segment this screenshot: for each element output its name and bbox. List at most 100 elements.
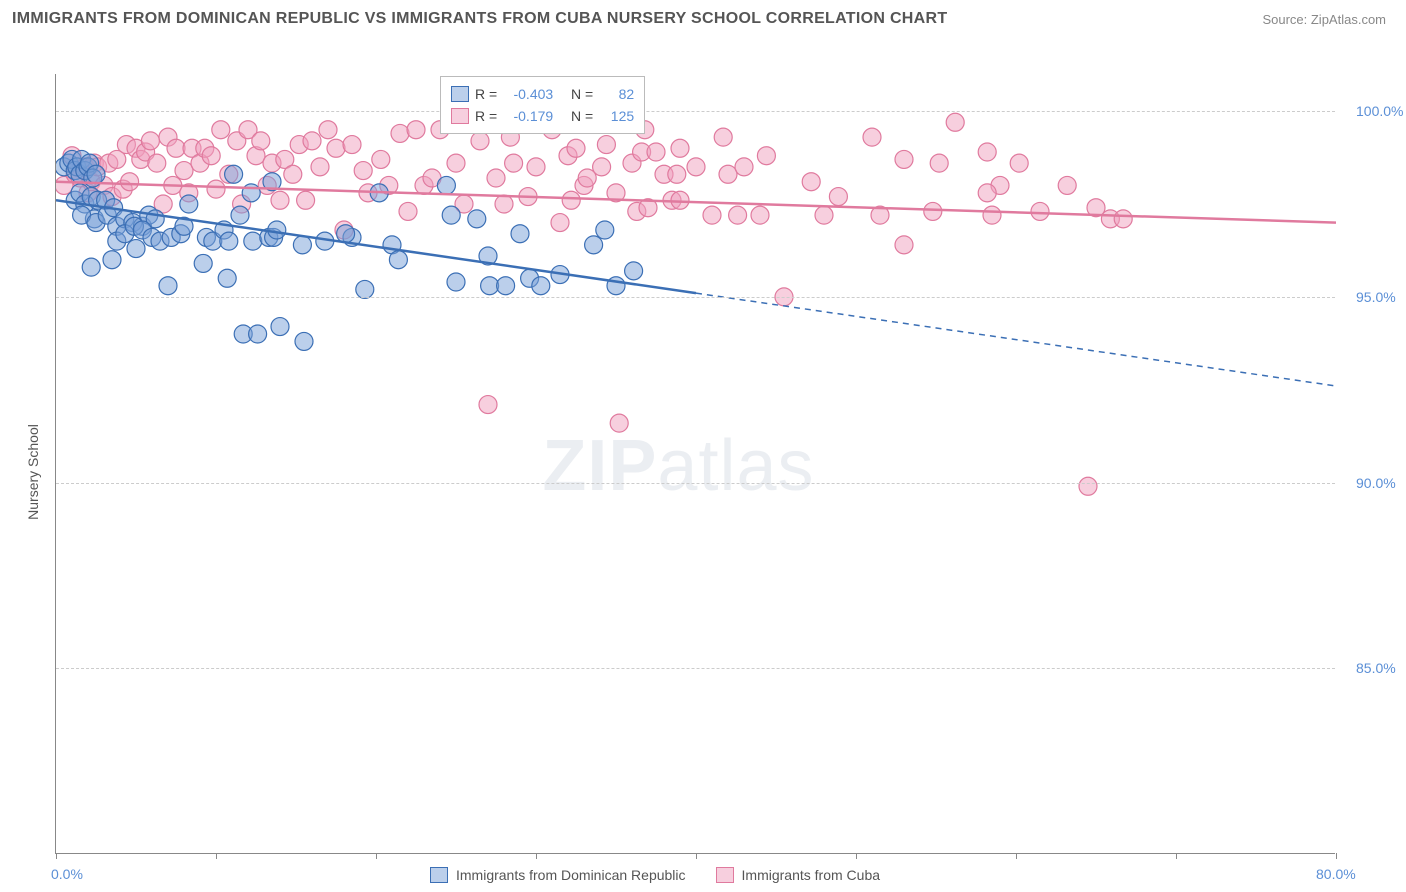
scatter-point bbox=[471, 132, 489, 150]
y-tick-label: 100.0% bbox=[1356, 103, 1403, 119]
scatter-point bbox=[220, 232, 238, 250]
scatter-point bbox=[284, 165, 302, 183]
scatter-point bbox=[1058, 176, 1076, 194]
scatter-point bbox=[610, 414, 628, 432]
scatter-point bbox=[343, 136, 361, 154]
scatter-point bbox=[207, 180, 225, 198]
scatter-point bbox=[389, 251, 407, 269]
scatter-point bbox=[87, 165, 105, 183]
series-label: Immigrants from Dominican Republic bbox=[456, 867, 686, 883]
scatter-point bbox=[551, 214, 569, 232]
scatter-point bbox=[303, 132, 321, 150]
scatter-point bbox=[167, 139, 185, 157]
scatter-point bbox=[1010, 154, 1028, 172]
scatter-point bbox=[597, 136, 615, 154]
y-tick-label: 95.0% bbox=[1356, 289, 1396, 305]
scatter-point bbox=[735, 158, 753, 176]
scatter-point bbox=[327, 139, 345, 157]
y-tick-label: 90.0% bbox=[1356, 475, 1396, 491]
scatter-point bbox=[487, 169, 505, 187]
scatter-point bbox=[337, 225, 355, 243]
legend-row: R =-0.179 N =125 bbox=[451, 105, 634, 127]
scatter-point bbox=[447, 273, 465, 291]
scatter-point bbox=[757, 147, 775, 165]
scatter-point bbox=[829, 188, 847, 206]
scatter-point bbox=[442, 206, 460, 224]
scatter-point bbox=[562, 191, 580, 209]
scatter-point bbox=[218, 269, 236, 287]
scatter-point bbox=[497, 277, 515, 295]
plot-area: ZIPatlas 85.0%90.0%95.0%100.0%0.0%80.0% bbox=[55, 74, 1335, 854]
scatter-point bbox=[924, 202, 942, 220]
scatter-point bbox=[202, 147, 220, 165]
scatter-point bbox=[356, 280, 374, 298]
legend-swatch bbox=[451, 86, 469, 102]
legend-swatch bbox=[430, 867, 448, 883]
scatter-point bbox=[687, 158, 705, 176]
legend-r-label: R = bbox=[475, 105, 497, 127]
scatter-point bbox=[585, 236, 603, 254]
scatter-point bbox=[1031, 202, 1049, 220]
scatter-point bbox=[127, 240, 145, 258]
scatter-point bbox=[593, 158, 611, 176]
scatter-point bbox=[647, 143, 665, 161]
series-label: Immigrants from Cuba bbox=[742, 867, 880, 883]
scatter-point bbox=[1114, 210, 1132, 228]
scatter-point bbox=[399, 202, 417, 220]
legend-n-label: N = bbox=[563, 105, 593, 127]
legend-r-value: -0.403 bbox=[503, 83, 553, 105]
scatter-point bbox=[407, 121, 425, 139]
x-tick-label: 80.0% bbox=[1316, 866, 1356, 882]
legend-r-value: -0.179 bbox=[503, 105, 553, 127]
scatter-point bbox=[946, 113, 964, 131]
y-tick-label: 85.0% bbox=[1356, 660, 1396, 676]
scatter-point bbox=[719, 165, 737, 183]
scatter-point bbox=[103, 251, 121, 269]
scatter-point bbox=[180, 195, 198, 213]
scatter-point bbox=[625, 262, 643, 280]
scatter-point bbox=[978, 143, 996, 161]
scatter-point bbox=[703, 206, 721, 224]
scatter-point bbox=[319, 121, 337, 139]
scatter-point bbox=[252, 132, 270, 150]
scatter-point bbox=[505, 154, 523, 172]
scatter-point bbox=[532, 277, 550, 295]
chart-svg bbox=[56, 74, 1336, 854]
scatter-point bbox=[567, 139, 585, 157]
scatter-point bbox=[1079, 477, 1097, 495]
scatter-point bbox=[212, 121, 230, 139]
scatter-point bbox=[271, 191, 289, 209]
scatter-point bbox=[895, 150, 913, 168]
scatter-point bbox=[175, 162, 193, 180]
scatter-point bbox=[511, 225, 529, 243]
scatter-point bbox=[271, 318, 289, 336]
scatter-point bbox=[930, 154, 948, 172]
scatter-point bbox=[249, 325, 267, 343]
scatter-point bbox=[815, 206, 833, 224]
legend-swatch bbox=[716, 867, 734, 883]
scatter-point bbox=[372, 150, 390, 168]
source-label: Source: ZipAtlas.com bbox=[1262, 12, 1386, 27]
chart-title: IMMIGRANTS FROM DOMINICAN REPUBLIC VS IM… bbox=[12, 10, 947, 28]
legend-row: R =-0.403 N =82 bbox=[451, 83, 634, 105]
scatter-point bbox=[978, 184, 996, 202]
scatter-point bbox=[297, 191, 315, 209]
scatter-point bbox=[194, 254, 212, 272]
scatter-point bbox=[159, 277, 177, 295]
scatter-point bbox=[141, 132, 159, 150]
bottom-legend-item: Immigrants from Dominican Republic bbox=[430, 867, 686, 883]
scatter-point bbox=[714, 128, 732, 146]
bottom-legend-item: Immigrants from Cuba bbox=[716, 867, 880, 883]
scatter-point bbox=[437, 176, 455, 194]
scatter-point bbox=[468, 210, 486, 228]
scatter-point bbox=[983, 206, 1001, 224]
legend-box: R =-0.403 N =82R =-0.179 N =125 bbox=[440, 76, 645, 134]
scatter-point bbox=[82, 258, 100, 276]
scatter-point bbox=[293, 236, 311, 254]
x-tick-label: 0.0% bbox=[51, 866, 83, 882]
scatter-point bbox=[596, 221, 614, 239]
scatter-point bbox=[729, 206, 747, 224]
legend-swatch bbox=[451, 108, 469, 124]
regression-line-extrapolated bbox=[696, 293, 1336, 386]
scatter-point bbox=[481, 277, 499, 295]
